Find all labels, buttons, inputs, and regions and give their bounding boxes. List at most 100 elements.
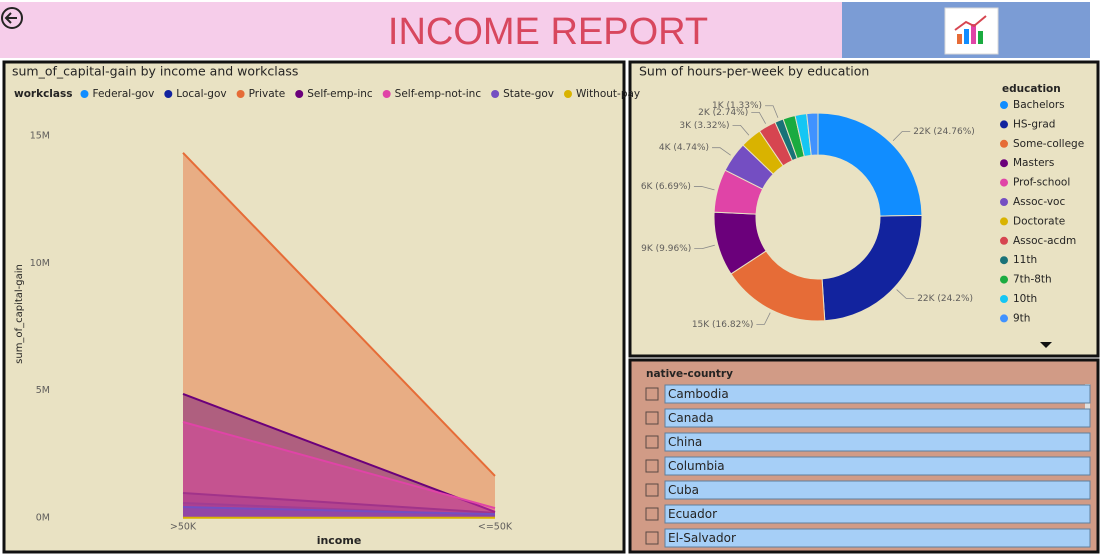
slicer-item-box[interactable] [664,504,1091,524]
legend-label: Masters [1013,157,1054,169]
slicer-item-box[interactable] [664,456,1091,476]
legend-label: Doctorate [1013,215,1065,227]
area-line [182,492,496,514]
slicer-item-label[interactable]: China [668,435,702,449]
legend-marker [382,90,391,98]
back-arrow[interactable] [4,12,17,24]
slicer-item-box[interactable] [664,528,1091,548]
area-fill [183,152,495,519]
slicer-item-box[interactable] [664,480,1091,500]
back-circle[interactable] [1,7,23,29]
icon-bar [971,24,976,44]
legend-label: Without-pay [576,88,640,100]
legend-label: Self-emp-inc [307,88,373,100]
legend-marker [164,90,173,98]
legend-label: Local-gov [176,88,226,100]
data-label: 4K (4.74%) [659,143,709,153]
data-label: 22K (24.2%) [917,294,973,304]
slicer-checkbox[interactable] [645,531,659,545]
legend-scroll-arrow[interactable] [1040,342,1052,348]
leader-line [694,244,715,250]
slicer-checkbox[interactable] [645,435,659,449]
legend-label: 7th-8th [1013,274,1052,286]
legend-title: education [1002,83,1061,95]
slicer-item-box[interactable] [664,432,1091,452]
donut-slice [817,112,923,217]
slicer-item-label[interactable]: El-Salvador [668,531,736,545]
slicer-item-label[interactable]: Canada [668,411,714,425]
area-line [182,506,496,516]
data-label: 9K (9.96%) [641,244,691,254]
slicer-checkbox[interactable] [645,507,659,521]
leader-line [712,147,731,156]
data-label: 2K (2.74%) [698,108,748,118]
leader-line [765,105,779,118]
y-tick-label: 5M [36,385,50,396]
leader-line [892,131,911,142]
slicer-checkbox[interactable] [645,483,659,497]
legend-label: Bachelors [1013,99,1065,111]
slicer-item-box[interactable] [664,408,1091,428]
x-axis-label: income [317,534,362,547]
legend-label: Assoc-voc [1013,196,1065,208]
slicer-scrollbar[interactable] [1085,384,1090,424]
y-axis-label: sum_of_capital-gain [14,264,25,364]
area-line [182,393,496,513]
donut-slice [806,112,819,156]
legend-marker [1000,101,1008,109]
legend-marker [1000,178,1008,187]
report-icon [944,7,999,55]
legend-marker [1000,314,1008,323]
y-tick-label: 0M [36,513,50,524]
legend-label: 11th [1013,254,1037,266]
y-tick-label: 10M [30,258,50,269]
chart-title: sum_of_capital-gain by income and workcl… [12,64,298,79]
y-tick-label: 15M [30,131,50,142]
legend-label: Some-college [1013,138,1084,150]
legend-marker [1000,217,1008,226]
icon-bar [957,34,962,44]
legend-marker [1000,139,1008,148]
legend-label: HS-grad [1013,118,1055,130]
slicer-item-label[interactable]: Cuba [668,483,699,497]
x-tick-label: <=50K [478,522,513,533]
slicer-item-label[interactable]: Ecuador [668,507,717,521]
slicer-checkbox[interactable] [645,459,659,473]
area-line [182,421,496,510]
legend-marker [1000,236,1008,245]
leader-line [751,111,766,124]
slicer-item-label[interactable]: Columbia [668,459,725,473]
legend-label: Private [249,88,286,100]
leader-line [693,186,715,191]
legend-marker [1000,256,1008,265]
legend-marker [1000,275,1008,284]
icon-line [954,15,987,31]
slicer-checkbox[interactable] [645,387,659,401]
slicer-item-box[interactable] [664,384,1091,404]
legend-label: Self-emp-not-inc [395,88,482,100]
area-chart-panel [2,60,626,554]
legend-marker [1000,198,1008,206]
legend-marker [295,90,304,98]
icon-bar [978,31,983,44]
data-label: 3K (3.32%) [679,121,729,131]
data-label: 22K (24.76%) [913,127,975,137]
legend-label: Federal-gov [92,88,154,100]
leader-line [756,312,771,325]
report-title: INCOME REPORT [388,11,708,53]
legend-label: Prof-school [1013,177,1070,189]
slicer-checkbox[interactable] [645,411,659,425]
legend-marker [236,90,245,98]
legend-marker [564,90,572,98]
legend-marker [491,90,500,98]
legend-marker [80,90,89,98]
slicer-item-label[interactable]: Cambodia [668,387,729,401]
legend-title: workclass [14,88,72,100]
back-button[interactable] [1,7,23,29]
area-line [182,152,496,477]
legend-label: 10th [1013,293,1037,305]
legend-label: State-gov [503,88,554,100]
data-label: 1K (1.33%) [712,101,762,111]
data-label: 6K (6.69%) [641,182,691,192]
